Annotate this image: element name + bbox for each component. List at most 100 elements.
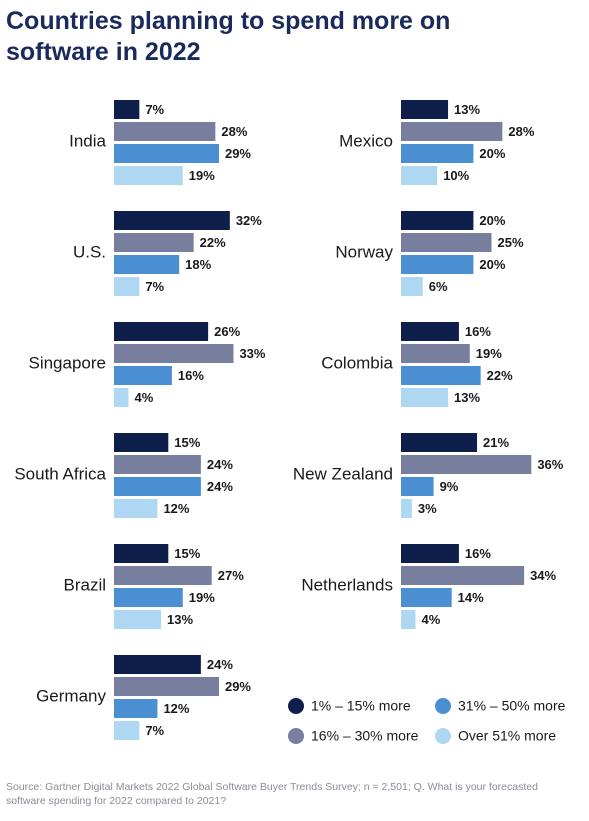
value-label: 9% [440,479,459,494]
value-label: 7% [145,723,164,738]
bar [401,477,434,496]
bar [401,122,503,141]
value-label: 36% [537,457,563,472]
category-label: South Africa [14,464,106,483]
value-label: 19% [476,346,502,361]
value-label: 27% [218,568,244,583]
bar [114,166,183,185]
category-label: New Zealand [293,464,393,483]
bar [114,366,172,385]
bar [401,322,459,341]
bar [114,566,212,585]
value-label: 20% [479,146,505,161]
bar [114,255,180,274]
value-label: 13% [167,612,193,627]
category-label: Singapore [28,353,106,372]
value-label: 19% [189,168,215,183]
bar [401,344,470,363]
legend-marker [288,728,304,744]
bar [401,100,449,119]
value-label: 24% [207,657,233,672]
bar [401,610,416,629]
chart: India 7% 28% 29% 19% U.S. 32% 22% 18% 7% Singapore… [14,100,566,744]
bar [114,655,201,674]
value-label: 28% [221,124,247,139]
value-label: 29% [225,146,251,161]
value-label: 16% [178,368,204,383]
bar [401,433,478,452]
value-label: 22% [487,368,513,383]
value-label: 21% [483,435,509,450]
legend-marker [435,728,451,744]
value-label: 16% [465,324,491,339]
bar [401,211,474,230]
value-label: 12% [163,701,189,716]
value-label: 26% [214,324,240,339]
legend-label: 31% – 50% more [458,698,566,714]
value-label: 22% [200,235,226,250]
value-label: 20% [479,257,505,272]
chart-title: Countries planning to spend more on soft… [6,7,451,66]
value-label: 10% [443,168,469,183]
value-label: 34% [530,568,556,583]
value-label: 13% [454,102,480,117]
value-label: 24% [207,479,233,494]
category-label: Germany [36,686,106,705]
category-label: Brazil [63,575,106,594]
bar [114,455,201,474]
bar [114,499,158,518]
bar [401,277,423,296]
bar [114,433,169,452]
bar [114,677,219,696]
bar [401,544,459,563]
value-label: 6% [429,279,448,294]
bar [401,233,492,252]
bar [401,144,474,163]
value-label: 7% [145,279,164,294]
bar [114,233,194,252]
legend-marker [288,698,304,714]
value-label: 16% [465,546,491,561]
bar [114,588,183,607]
bar [114,211,230,230]
value-label: 28% [508,124,534,139]
bar [401,499,412,518]
value-label: 18% [185,257,211,272]
value-label: 15% [174,546,200,561]
bar [401,588,452,607]
value-label: 4% [421,612,440,627]
value-label: 4% [134,390,153,405]
bar [114,100,140,119]
value-label: 13% [454,390,480,405]
bar [114,477,201,496]
bar [401,366,481,385]
bar [401,255,474,274]
bar [401,166,438,185]
bar [114,699,158,718]
legend-label: 1% – 15% more [311,698,411,714]
legend-label: Over 51% more [458,728,556,744]
value-label: 7% [145,102,164,117]
category-label: Norway [335,242,393,261]
bar [114,277,140,296]
value-label: 25% [498,235,524,250]
legend-marker [435,698,451,714]
bar [114,388,129,407]
bar [114,721,140,740]
value-label: 15% [174,435,200,450]
value-label: 3% [418,501,437,516]
value-label: 33% [239,346,265,361]
value-label: 20% [479,213,505,228]
source-note: Source: Gartner Digital Markets 2022 Glo… [6,781,538,807]
bar [114,610,162,629]
bar [114,544,169,563]
legend-label: 16% – 30% more [311,728,419,744]
category-label: Netherlands [301,575,393,594]
category-label: India [69,131,106,150]
bar [114,144,219,163]
bar [114,122,216,141]
bar [401,388,449,407]
value-label: 12% [163,501,189,516]
value-label: 19% [189,590,215,605]
